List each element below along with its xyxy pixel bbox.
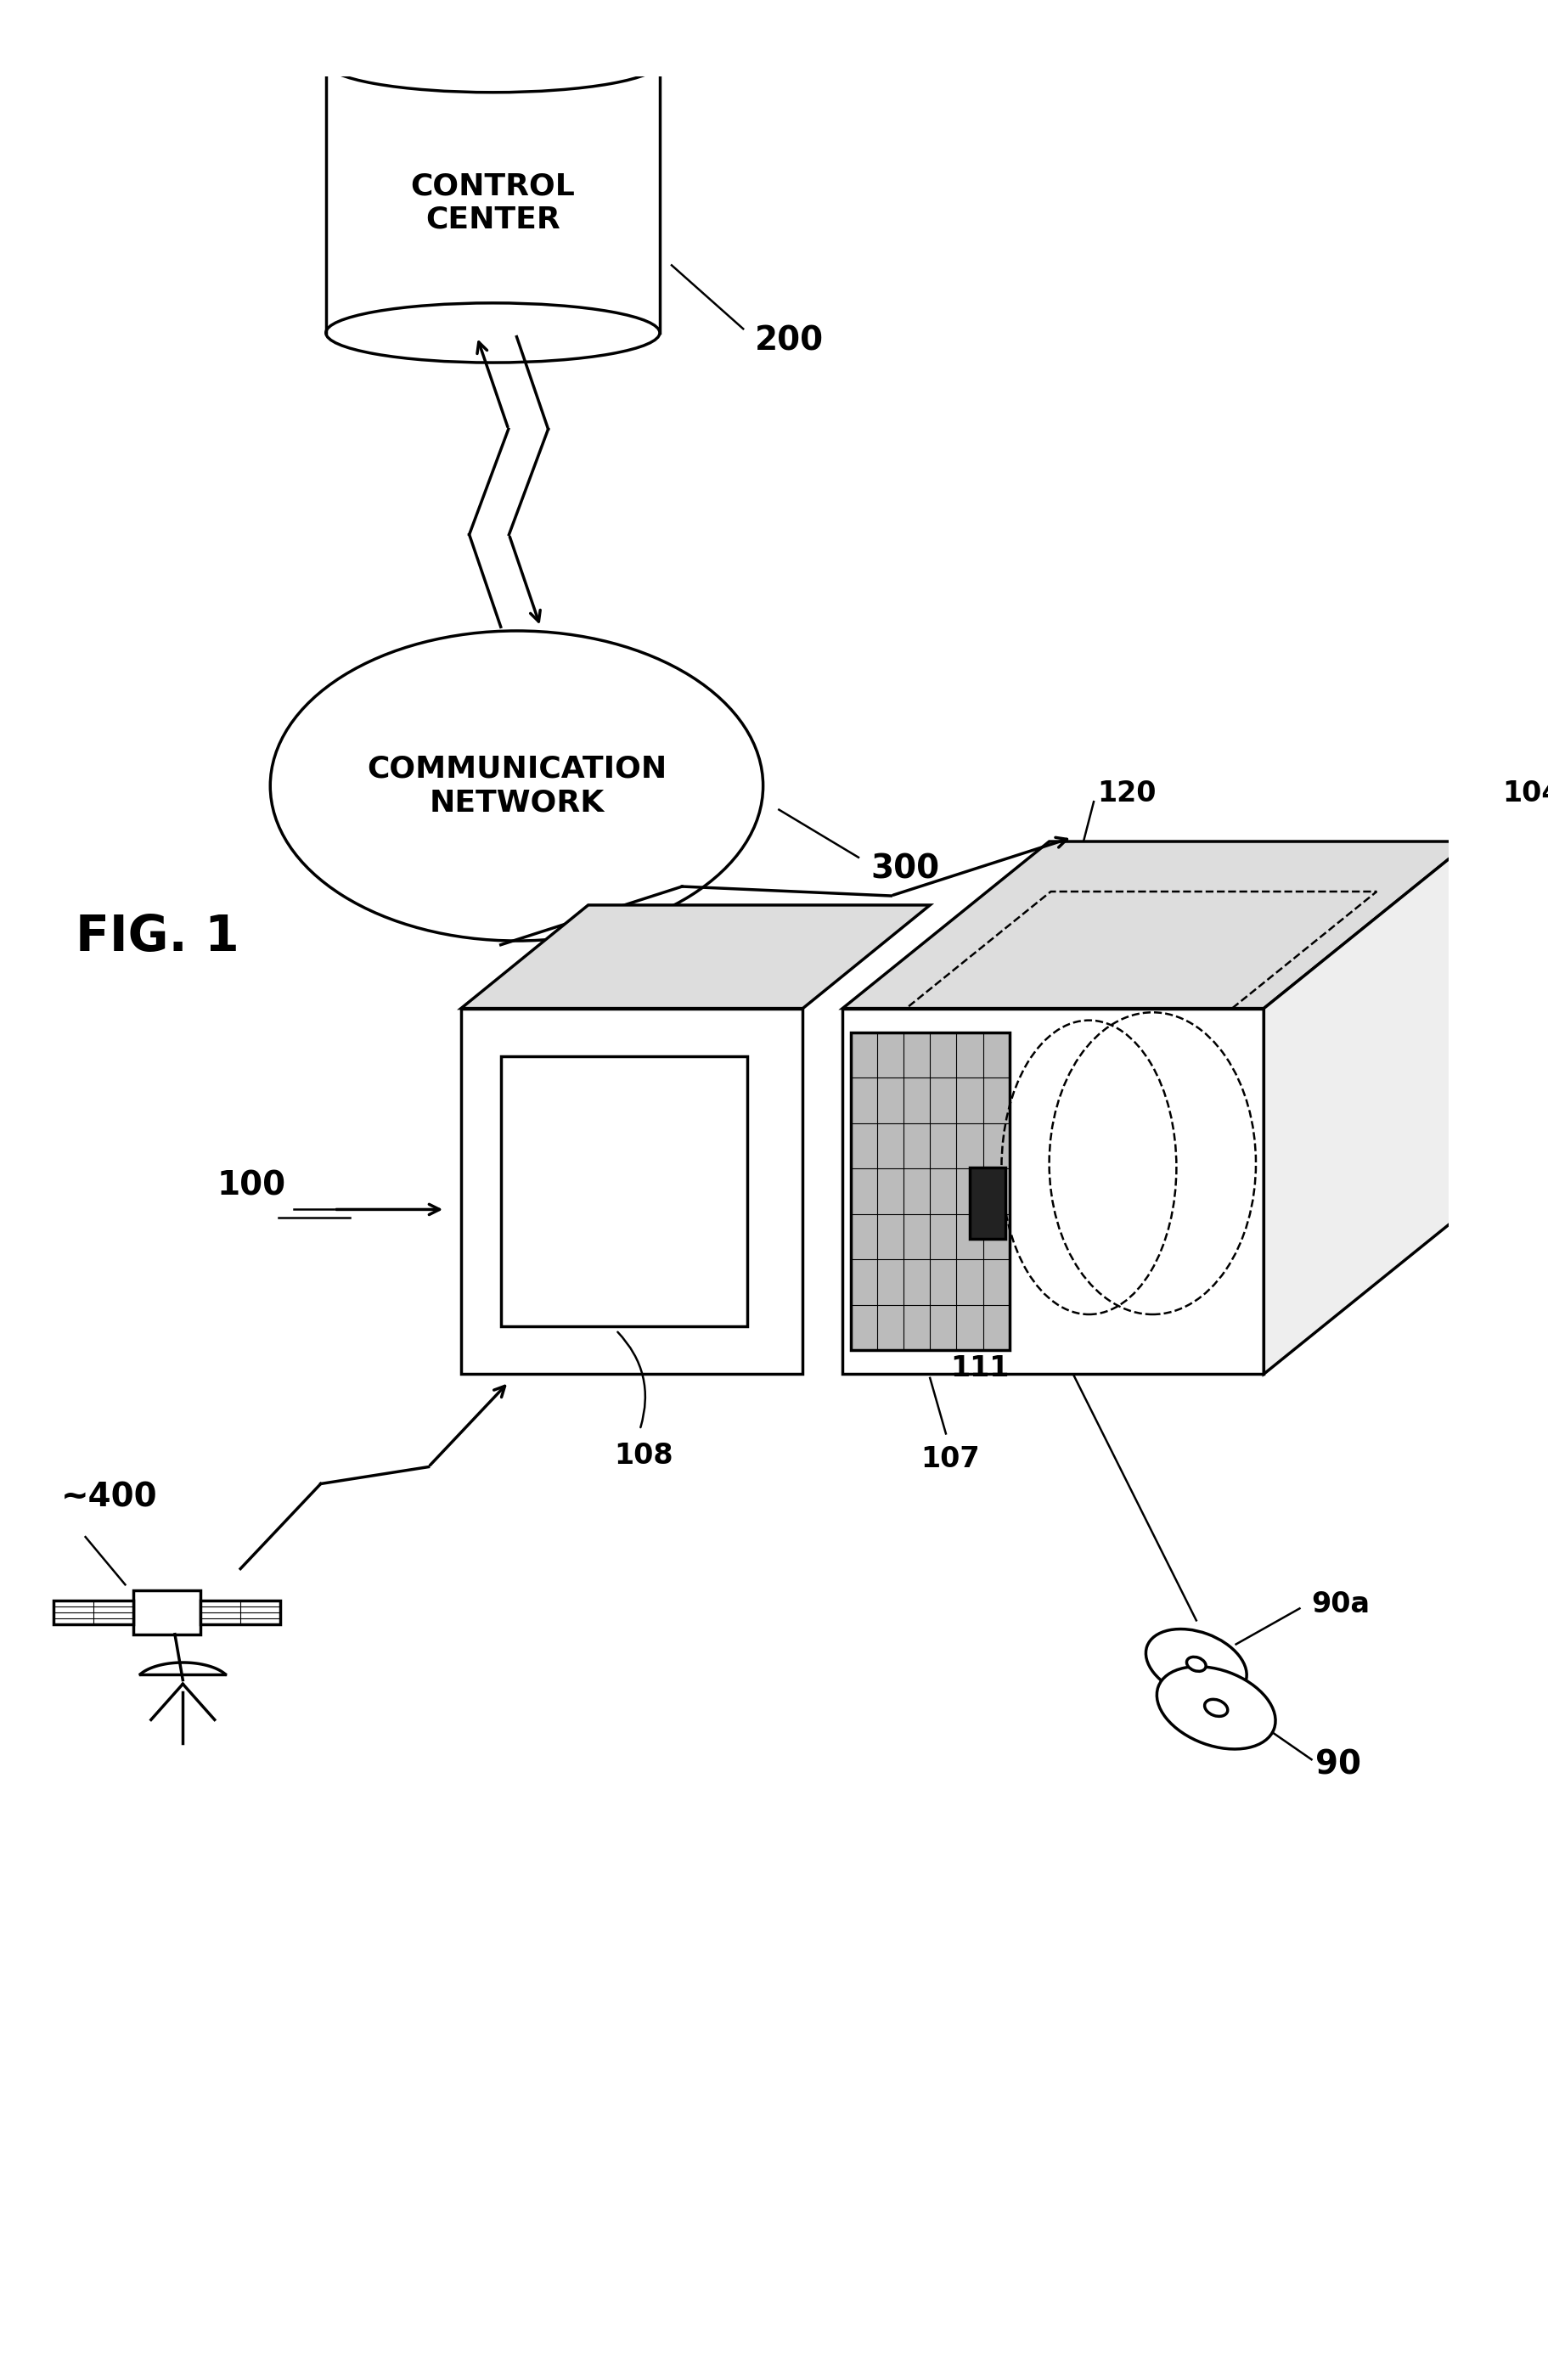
- Polygon shape: [500, 1057, 748, 1326]
- Ellipse shape: [1187, 1656, 1206, 1671]
- Text: 90: 90: [1316, 1749, 1361, 1780]
- Text: 108: 108: [615, 1442, 673, 1468]
- Text: 90a: 90a: [1311, 1590, 1370, 1618]
- Polygon shape: [842, 1009, 1263, 1373]
- Text: 111: 111: [950, 1354, 1009, 1383]
- Ellipse shape: [327, 302, 659, 362]
- Text: CONTROL
CENTER: CONTROL CENTER: [410, 171, 574, 233]
- Polygon shape: [842, 843, 1471, 1009]
- Polygon shape: [1263, 843, 1471, 1373]
- Ellipse shape: [1146, 1628, 1246, 1699]
- Text: 300: 300: [870, 852, 940, 885]
- Text: 120: 120: [1098, 781, 1156, 807]
- Text: 104: 104: [1502, 781, 1548, 807]
- Ellipse shape: [271, 631, 763, 940]
- Polygon shape: [969, 1166, 1006, 1240]
- Ellipse shape: [1156, 1666, 1276, 1749]
- Text: FIG. 1: FIG. 1: [76, 912, 240, 962]
- Polygon shape: [461, 904, 930, 1009]
- Text: 200: 200: [755, 324, 824, 357]
- Text: 100: 100: [217, 1169, 286, 1202]
- Polygon shape: [133, 1590, 201, 1635]
- Polygon shape: [201, 1599, 280, 1626]
- Ellipse shape: [327, 33, 659, 93]
- Text: COMMUNICATION
NETWORK: COMMUNICATION NETWORK: [367, 754, 667, 816]
- Text: ~400: ~400: [60, 1480, 158, 1514]
- Polygon shape: [461, 1009, 803, 1373]
- Ellipse shape: [1204, 1699, 1228, 1716]
- Polygon shape: [54, 1599, 133, 1626]
- Text: 107: 107: [921, 1445, 980, 1473]
- Polygon shape: [850, 1033, 1009, 1349]
